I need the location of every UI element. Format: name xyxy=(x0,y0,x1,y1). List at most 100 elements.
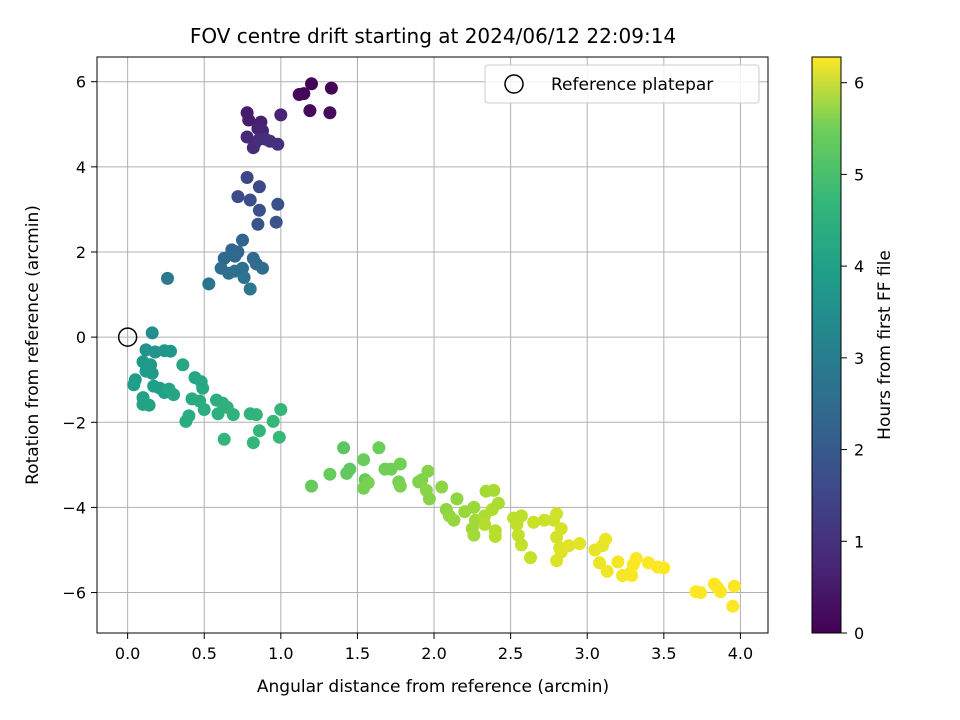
data-point xyxy=(323,106,337,120)
data-point xyxy=(324,81,338,95)
data-point xyxy=(242,113,256,127)
data-point xyxy=(340,466,354,480)
data-point xyxy=(176,358,190,372)
data-point xyxy=(447,513,461,527)
data-point xyxy=(419,483,433,497)
data-point xyxy=(629,552,643,565)
y-tick-label: −2 xyxy=(62,413,86,432)
data-point xyxy=(266,414,280,428)
data-point xyxy=(357,453,371,467)
data-point xyxy=(202,277,216,291)
data-point xyxy=(179,414,193,428)
colorbar-tick-label: 6 xyxy=(854,74,864,93)
data-point xyxy=(550,507,564,521)
data-point xyxy=(488,529,502,543)
data-point xyxy=(611,555,625,569)
colorbar-tick-label: 0 xyxy=(854,624,864,643)
x-axis-label: Angular distance from reference (arcmin) xyxy=(257,677,609,697)
data-point xyxy=(231,190,245,204)
x-tick-label: 1.0 xyxy=(268,644,293,663)
data-point xyxy=(511,528,525,542)
data-point xyxy=(196,381,210,395)
data-point xyxy=(393,457,407,471)
data-point xyxy=(145,326,159,340)
data-point xyxy=(243,282,257,296)
x-tick-label: 1.5 xyxy=(345,644,370,663)
data-point xyxy=(537,513,551,527)
data-point xyxy=(323,467,337,481)
data-point xyxy=(625,569,639,582)
data-point xyxy=(272,430,286,444)
data-point xyxy=(167,388,181,402)
y-tick-label: −4 xyxy=(62,498,86,517)
data-point xyxy=(252,203,266,217)
x-tick-label: 3.0 xyxy=(575,644,600,663)
data-point xyxy=(727,579,741,593)
data-point xyxy=(217,432,231,446)
data-point xyxy=(305,77,318,91)
data-point xyxy=(249,408,263,422)
x-axis: 0.0 0.5 1.0 1.5 2.0 2.5 3.0 3.5 4.0 xyxy=(115,633,753,663)
data-point xyxy=(236,233,249,247)
data-point xyxy=(252,180,266,194)
data-point xyxy=(485,503,499,516)
data-point xyxy=(164,344,177,358)
data-point xyxy=(726,599,740,613)
data-point xyxy=(226,408,240,422)
x-tick-label: 3.5 xyxy=(651,644,676,663)
data-point xyxy=(372,441,386,455)
data-point xyxy=(142,398,156,412)
colorbar-tick-label: 5 xyxy=(854,165,864,184)
data-point xyxy=(714,585,727,599)
chart-title: FOV centre drift starting at 2024/06/12 … xyxy=(190,24,676,48)
y-tick-label: 4 xyxy=(76,158,86,177)
data-point xyxy=(694,586,708,600)
data-points xyxy=(117,77,741,613)
y-axis: −6 −4 −2 0 2 4 6 xyxy=(62,73,97,603)
data-point xyxy=(554,522,568,536)
colorbar-ticks: 0 1 2 3 4 5 6 xyxy=(841,74,864,643)
data-point xyxy=(274,403,288,416)
data-point xyxy=(527,515,541,529)
x-tick-label: 2.0 xyxy=(421,644,446,663)
data-point xyxy=(228,249,242,263)
data-point xyxy=(237,271,251,284)
colorbar-tick-label: 4 xyxy=(854,257,864,276)
y-tick-label: −6 xyxy=(62,584,86,603)
colorbar-tick-label: 3 xyxy=(854,349,864,368)
colorbar: 0 1 2 3 4 5 6 Hours from first FF file xyxy=(811,56,895,643)
data-point xyxy=(573,537,587,551)
colorbar-gradient xyxy=(811,56,842,634)
colorbar-tick-label: 2 xyxy=(854,441,864,460)
data-point xyxy=(251,217,265,231)
plot-area-frame xyxy=(96,56,769,634)
data-point xyxy=(252,424,266,438)
data-point xyxy=(657,561,671,575)
data-point xyxy=(361,476,375,490)
data-point xyxy=(599,532,613,546)
x-tick-label: 0.0 xyxy=(115,644,140,663)
x-tick-label: 4.0 xyxy=(728,644,753,663)
data-point xyxy=(593,556,606,570)
data-point xyxy=(211,407,225,421)
data-point xyxy=(435,480,449,494)
data-point xyxy=(256,261,269,275)
data-point xyxy=(305,479,318,493)
data-point xyxy=(240,171,254,184)
data-point xyxy=(217,251,231,265)
data-point xyxy=(510,517,524,531)
data-point xyxy=(478,517,492,531)
legend-label: Reference platepar xyxy=(551,75,713,95)
reference-platepar-marker xyxy=(117,327,138,347)
y-tick-label: 0 xyxy=(76,328,86,347)
x-tick-label: 2.5 xyxy=(498,644,523,663)
data-point xyxy=(243,193,257,207)
data-point xyxy=(274,108,288,122)
data-point xyxy=(467,528,481,542)
data-point xyxy=(514,538,528,552)
data-point xyxy=(145,366,159,380)
data-point xyxy=(421,464,435,478)
data-point xyxy=(297,87,311,101)
y-tick-label: 2 xyxy=(76,243,86,262)
